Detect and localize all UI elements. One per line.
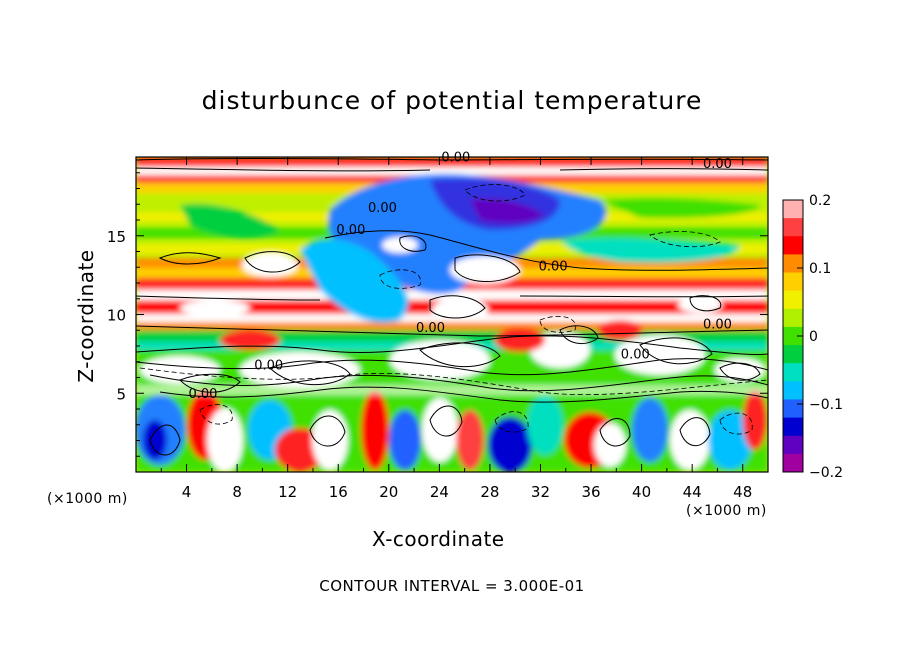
colorbar-swatch [783, 326, 803, 346]
y-axis-ticks: 5 10 15 [107, 172, 768, 457]
x-axis-ticks: 4 8 12 16 20 24 28 32 36 40 44 48 [160, 157, 752, 501]
colorbar-swatch [783, 417, 803, 437]
x-tick-label: 44 [683, 483, 702, 501]
contour-label: 0.00 [416, 321, 445, 336]
x-tick-label: 12 [278, 483, 297, 501]
x-tick-label: 40 [632, 483, 651, 501]
heatmap-field [136, 157, 768, 472]
contour-label: 0.00 [368, 201, 397, 216]
colorbar-swatch [783, 272, 803, 292]
x-tick-label: 28 [480, 483, 499, 501]
contour-label: 0.00 [621, 348, 650, 363]
contour-label: 0.00 [703, 318, 732, 333]
contour-label: 0.00 [254, 359, 283, 374]
colorbar-swatch [783, 236, 803, 255]
x-tick-label: 36 [581, 483, 600, 501]
colorbar-tick-label: 0.1 [809, 261, 831, 277]
colorbar-swatch [783, 218, 803, 237]
y-axis-label: Z-coordinate [74, 249, 98, 383]
colorbar-tick-label: 0.2 [809, 193, 831, 209]
contour-label: 0.00 [189, 387, 218, 402]
y-tick-label: 15 [107, 228, 126, 246]
contour-label: 0.00 [539, 259, 568, 274]
colorbar-swatch [783, 453, 803, 473]
contour-label: 0.00 [441, 151, 470, 166]
colorbar-swatch [783, 290, 803, 310]
chart-title: disturbunce of potential temperature [201, 86, 703, 115]
colorbar-tick-label: −0.2 [809, 465, 843, 481]
x-tick-label: 16 [329, 483, 348, 501]
x-tick-label: 20 [379, 483, 398, 501]
x-tick-label: 32 [531, 483, 550, 501]
colorbar-swatch [783, 308, 803, 328]
x-tick-label: 8 [232, 483, 242, 501]
colorbar-swatch [783, 363, 803, 382]
colorbar-tick-label: −0.1 [809, 397, 843, 413]
x-tick-label: 4 [182, 483, 192, 501]
x-tick-label: 48 [733, 483, 752, 501]
contour-labels: 0.00 0.000.000.000.000.000.000.000.000.00 [189, 151, 732, 402]
x-axis-label: X-coordinate [372, 527, 505, 551]
colorbar-tick-label: 0 [809, 329, 818, 345]
contour-interval-note: CONTOUR INTERVAL = 3.000E-01 [319, 577, 585, 595]
contour-label: 0.00 [336, 223, 365, 238]
y-tick-label: 5 [116, 385, 126, 403]
colorbar-swatch [783, 399, 803, 419]
colorbar-swatch [783, 200, 803, 219]
colorbar-swatch [783, 435, 803, 455]
colorbar-swatch [783, 345, 803, 364]
colorbar-swatch [783, 254, 803, 274]
colorbar: 0.2 0.1 0 −0.1 −0.2 [782, 193, 843, 481]
y-tick-label: 10 [107, 307, 126, 325]
colorbar-swatch [783, 381, 803, 400]
x-unit-left: (×1000 m) [47, 491, 128, 507]
contour-label: 0.00 [703, 157, 732, 172]
x-tick-label: 24 [430, 483, 449, 501]
x-unit-right: (×1000 m) [686, 503, 767, 519]
